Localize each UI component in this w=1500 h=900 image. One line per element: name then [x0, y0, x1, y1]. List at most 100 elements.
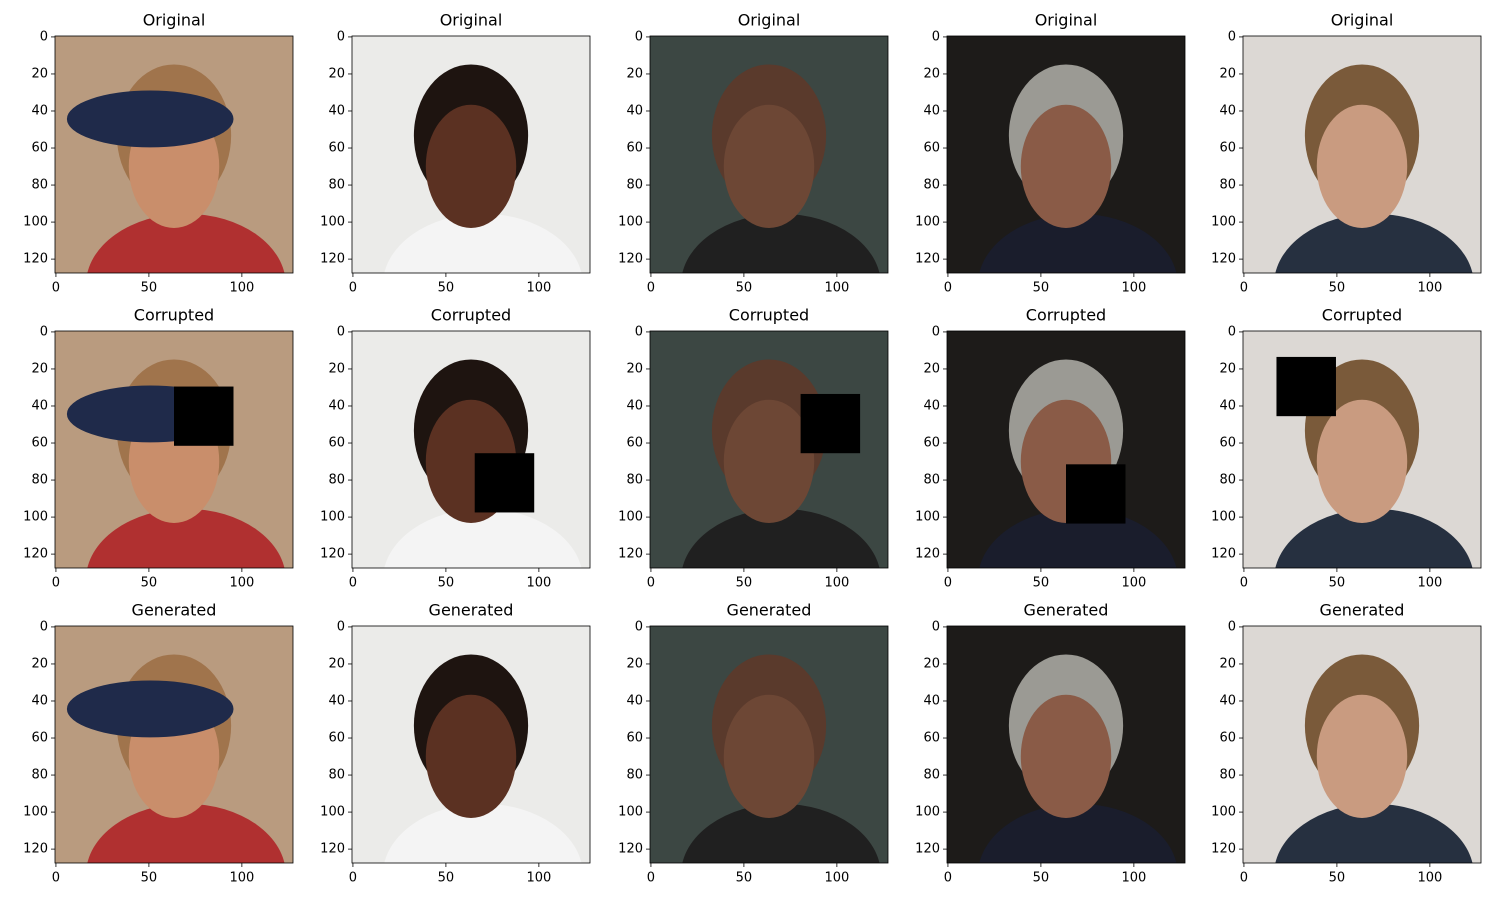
- subplot: Corrupted 0 50 100 0 20 40 60 80 100 120: [1211, 306, 1482, 591]
- x-tick-label: 100: [229, 281, 254, 296]
- y-tick-label: 0: [1228, 619, 1236, 634]
- y-tick-label: 60: [923, 436, 940, 451]
- y-tick-label: 80: [328, 178, 345, 193]
- image-body: [87, 803, 285, 863]
- image: [650, 331, 888, 568]
- y-tick-label: 80: [1219, 178, 1236, 193]
- image-body: [979, 508, 1177, 568]
- x-tick-label: 100: [824, 281, 849, 296]
- y-tick-label: 120: [915, 252, 940, 267]
- x-tick-label: 50: [736, 871, 753, 886]
- y-tick-label: 120: [1211, 252, 1236, 267]
- image-body: [87, 508, 285, 568]
- subplot-title: Generated: [1024, 601, 1109, 620]
- subplot-title: Original: [1035, 11, 1098, 30]
- x-tick-label: 100: [526, 576, 551, 591]
- y-tick-label: 120: [23, 842, 48, 857]
- y-tick-label: 80: [923, 473, 940, 488]
- x-tick-label: 100: [526, 281, 551, 296]
- y-tick-label: 0: [40, 324, 48, 339]
- y-tick-label: 40: [31, 103, 48, 118]
- x-tick-label: 0: [1240, 281, 1248, 296]
- subplot: Original 0 50 100 0 20 40 60 80 100 120: [915, 11, 1186, 296]
- image-face: [1020, 104, 1112, 228]
- y-tick-label: 120: [618, 252, 643, 267]
- image: [55, 626, 293, 863]
- axes-frame: [1242, 625, 1482, 864]
- y-tick-label: 120: [320, 252, 345, 267]
- subplot-title: Original: [1331, 11, 1394, 30]
- image-body: [384, 803, 582, 863]
- y-tick-label: 120: [618, 547, 643, 562]
- image-cap: [66, 680, 234, 738]
- y-tick-label: 60: [328, 141, 345, 156]
- y-tick-label: 20: [328, 361, 345, 376]
- y-tick-label: 80: [1219, 473, 1236, 488]
- x-tick-label: 100: [1417, 871, 1442, 886]
- y-tick-label: 100: [23, 510, 48, 525]
- y-tick-label: 60: [1219, 731, 1236, 746]
- y-tick-label: 0: [635, 619, 643, 634]
- image-body: [682, 213, 880, 273]
- y-tick-label: 40: [31, 398, 48, 413]
- x-tick-label: 0: [52, 281, 60, 296]
- image-body: [682, 803, 880, 863]
- image-face: [1020, 694, 1112, 818]
- image: [947, 331, 1185, 568]
- y-tick-label: 40: [1219, 398, 1236, 413]
- y-tick-label: 100: [915, 805, 940, 820]
- y-tick-label: 100: [320, 510, 345, 525]
- image: [947, 626, 1185, 863]
- mask: [474, 453, 535, 513]
- subplot: Original 0 50 100 0 20 40 60 80 100 120: [320, 11, 591, 296]
- y-tick-label: 0: [932, 324, 940, 339]
- y-tick-label: 20: [31, 361, 48, 376]
- axes-frame: [351, 35, 591, 274]
- y-tick-label: 0: [1228, 29, 1236, 44]
- image-cap: [66, 90, 234, 148]
- subplot: Original 0 50 100 0 20 40 60 80 100 120: [23, 11, 294, 296]
- y-tick-label: 0: [40, 619, 48, 634]
- subplot: Generated 0 50 100 0 20 40 60 80 100 120: [320, 601, 591, 886]
- x-tick-label: 100: [1121, 576, 1146, 591]
- subplot: Corrupted 0 50 100 0 20 40 60 80 100 120: [23, 306, 294, 591]
- y-tick-label: 100: [618, 805, 643, 820]
- y-tick-label: 100: [1211, 510, 1236, 525]
- x-tick-label: 0: [647, 281, 655, 296]
- image: [352, 626, 590, 863]
- y-tick-label: 100: [23, 215, 48, 230]
- subplot: Original 0 50 100 0 20 40 60 80 100 120: [618, 11, 889, 296]
- subplot-title: Original: [738, 11, 801, 30]
- image-body: [87, 213, 285, 273]
- y-tick-label: 40: [328, 103, 345, 118]
- y-tick-label: 60: [31, 141, 48, 156]
- y-tick-label: 40: [923, 398, 940, 413]
- y-tick-label: 40: [1219, 693, 1236, 708]
- y-tick-label: 60: [328, 731, 345, 746]
- image: [55, 36, 293, 273]
- image-body: [979, 213, 1177, 273]
- y-tick-label: 100: [915, 510, 940, 525]
- x-tick-label: 50: [1329, 281, 1346, 296]
- y-tick-label: 60: [626, 436, 643, 451]
- image-face: [723, 399, 815, 523]
- y-tick-label: 0: [337, 324, 345, 339]
- y-tick-label: 40: [328, 693, 345, 708]
- y-tick-label: 40: [626, 103, 643, 118]
- subplot-title: Corrupted: [431, 306, 511, 325]
- subplot: Corrupted 0 50 100 0 20 40 60 80 100 120: [618, 306, 889, 591]
- subplot-title: Corrupted: [1322, 306, 1402, 325]
- x-tick-label: 50: [736, 576, 753, 591]
- x-tick-label: 50: [141, 281, 158, 296]
- image-body: [1275, 803, 1473, 863]
- axes-frame: [351, 625, 591, 864]
- image: [947, 36, 1185, 273]
- subplot-title: Generated: [1320, 601, 1405, 620]
- image-face: [723, 694, 815, 818]
- image: [650, 626, 888, 863]
- y-tick-label: 80: [626, 178, 643, 193]
- subplot-title: Original: [143, 11, 206, 30]
- y-tick-label: 0: [40, 29, 48, 44]
- image-body: [384, 213, 582, 273]
